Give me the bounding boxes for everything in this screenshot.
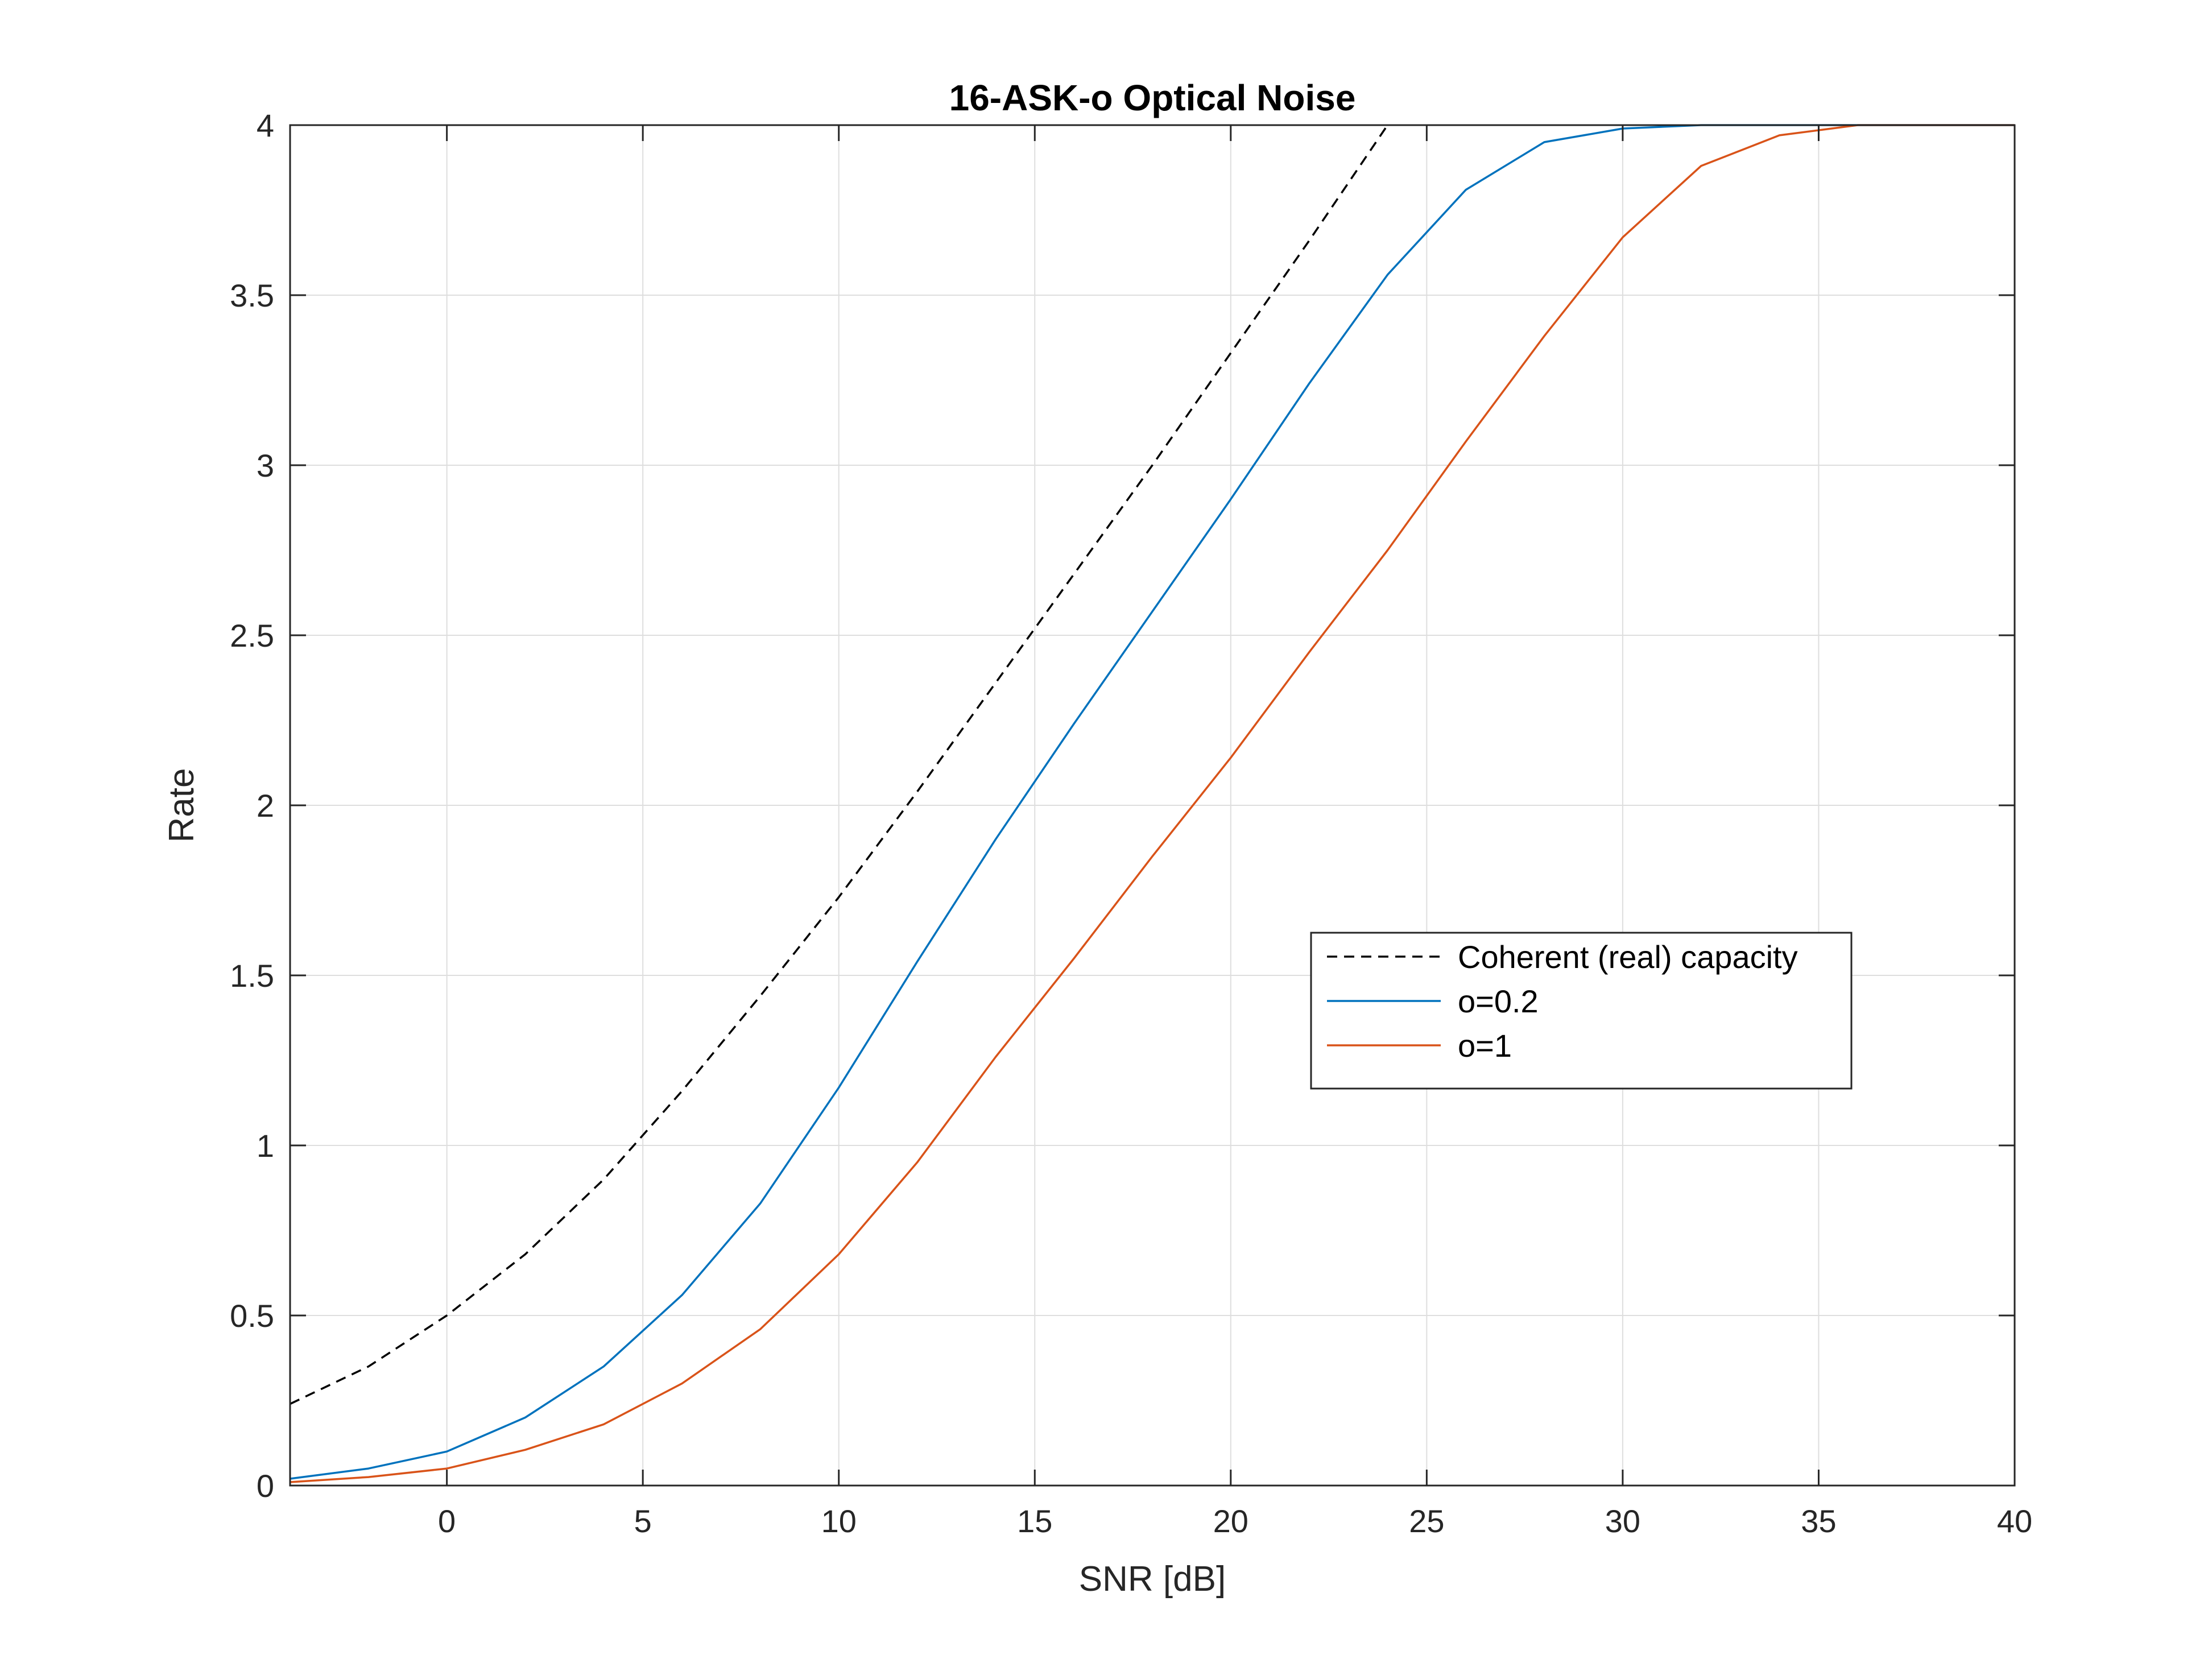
legend: Coherent (real) capacity o=0.2 o=1 <box>1310 932 1853 1090</box>
series-line-2 <box>290 124 2015 1483</box>
y-tick-label: 0 <box>257 1468 274 1504</box>
y-tick-label: 3.5 <box>230 278 274 313</box>
y-tick-label: 1 <box>257 1128 274 1164</box>
y-tick-label: 0.5 <box>230 1298 274 1334</box>
legend-box <box>1310 932 1853 1090</box>
x-axis-label: SNR [dB] <box>1079 1559 1226 1599</box>
x-tick-label: 0 <box>438 1503 456 1539</box>
ticks <box>290 124 2016 1487</box>
y-tick-label: 1.5 <box>230 958 274 994</box>
y-tick-label: 4 <box>257 107 274 143</box>
x-tick-label: 15 <box>1017 1503 1052 1539</box>
series-line-0 <box>290 125 1388 1405</box>
y-tick-label: 3 <box>257 448 274 483</box>
y-tick-label: 2.5 <box>230 618 274 653</box>
grid <box>290 125 2015 1486</box>
y-axis-label: Rate <box>162 768 201 843</box>
x-tick-label: 20 <box>1213 1503 1248 1539</box>
x-tick-label: 25 <box>1409 1503 1444 1539</box>
x-tick-label: 40 <box>1997 1503 2032 1539</box>
legend-label-0: Coherent (real) capacity <box>1458 939 1798 975</box>
legend-label-2: o=1 <box>1458 1028 1512 1064</box>
chart-title: 16-ASK-o Optical Noise <box>949 77 1356 118</box>
x-tick-label: 35 <box>1801 1503 1836 1539</box>
legend-label-1: o=0.2 <box>1458 983 1539 1019</box>
x-tick-labels: 0 5 10 15 20 25 30 35 40 <box>438 1503 2032 1539</box>
x-tick-label: 30 <box>1605 1503 1640 1539</box>
y-tick-labels: 0 0.5 1 1.5 2 2.5 3 3.5 4 <box>230 107 274 1504</box>
y-tick-label: 2 <box>257 788 274 824</box>
x-tick-label: 10 <box>821 1503 857 1539</box>
x-tick-label: 5 <box>634 1503 652 1539</box>
